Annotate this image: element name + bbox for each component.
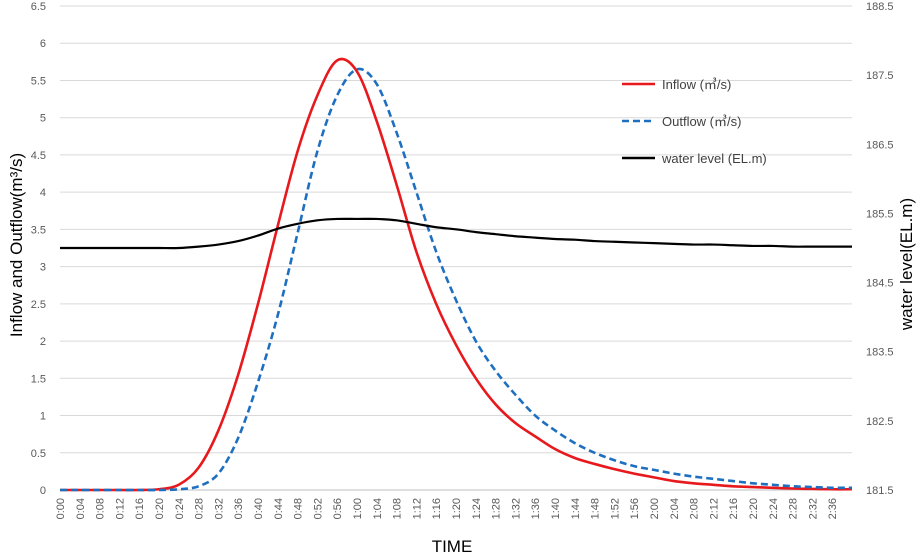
right-tick-label: 185.5 — [866, 208, 894, 220]
right-tick-label: 186.5 — [866, 139, 894, 151]
x-axis-tick-labels: 0:00 0:04 0:08 0:12 0:16 0:20 0:24 0:28 0:32 0:36… — [55, 498, 839, 519]
x-tick-label: 1:24 — [471, 498, 483, 519]
right-tick-label: 187.5 — [866, 70, 894, 82]
x-tick-label: 1:08 — [392, 498, 404, 519]
x-tick-label: 0:24 — [174, 498, 186, 519]
left-tick-label: 3.5 — [31, 224, 46, 236]
x-tick-label: 2:12 — [708, 498, 720, 519]
x-tick-label: 0:12 — [114, 498, 126, 519]
legend: Inflow (㎥/s) Outflow (㎥/s) water level (EL… — [622, 77, 767, 166]
x-tick-label: 0:44 — [273, 498, 285, 519]
left-axis-title: Inflow and Outflow(m³/s) — [7, 153, 26, 337]
x-tick-label: 2:04 — [669, 498, 681, 519]
gridlines — [60, 5, 852, 454]
x-tick-label: 1:56 — [629, 498, 641, 519]
x-tick-label: 1:16 — [431, 498, 443, 519]
x-tick-label: 2:20 — [748, 498, 760, 519]
x-tick-label: 2:32 — [807, 498, 819, 519]
x-tick-label: 1:28 — [491, 498, 503, 519]
left-tick-label: 0.5 — [31, 448, 46, 460]
x-tick-label: 0:00 — [55, 498, 67, 519]
x-tick-label: 1:32 — [510, 498, 522, 519]
left-tick-label: 6 — [40, 38, 46, 50]
series-lines — [60, 57, 853, 492]
x-tick-label: 0:36 — [233, 498, 245, 519]
x-tick-label: 1:40 — [550, 498, 562, 519]
legend-label: water level (EL.m) — [661, 151, 767, 166]
series-line — [60, 67, 853, 492]
left-tick-label: 3 — [40, 262, 46, 274]
left-tick-label: 4 — [40, 187, 46, 199]
x-tick-label: 1:00 — [352, 498, 364, 519]
x-tick-label: 0:08 — [95, 498, 107, 519]
series-line — [60, 57, 853, 492]
x-tick-label: 0:20 — [154, 498, 166, 519]
x-tick-label: 0:56 — [332, 498, 344, 519]
x-tick-label: 0:16 — [134, 498, 146, 519]
x-tick-label: 1:36 — [530, 498, 542, 519]
left-tick-label: 2.5 — [31, 299, 46, 311]
x-tick-label: 1:44 — [570, 498, 582, 519]
x-tick-label: 2:00 — [649, 498, 661, 519]
right-tick-label: 181.5 — [866, 485, 894, 497]
series-line — [60, 217, 852, 250]
x-tick-label: 0:04 — [75, 498, 87, 519]
x-tick-label: 2:08 — [689, 498, 701, 519]
left-tick-label: 2 — [40, 336, 46, 348]
x-tick-label: 0:40 — [253, 498, 265, 519]
x-tick-label: 1:20 — [451, 498, 463, 519]
legend-label: Outflow (㎥/s) — [662, 114, 741, 129]
x-tick-label: 1:52 — [609, 498, 621, 519]
left-tick-label: 1 — [40, 411, 46, 423]
x-tick-label: 2:24 — [768, 498, 780, 519]
right-tick-label: 182.5 — [866, 416, 894, 428]
x-tick-label: 1:12 — [411, 498, 423, 519]
left-tick-label: 5 — [40, 113, 46, 125]
x-tick-label: 2:28 — [788, 498, 800, 519]
x-axis-title: TIME — [432, 537, 473, 556]
right-axis-tick-labels: 181.5 182.5 183.5 184.5 185.5 186.5 187.5 188.5 — [866, 1, 894, 497]
x-tick-label: 1:48 — [590, 498, 602, 519]
right-tick-label: 184.5 — [866, 278, 894, 290]
x-tick-label: 0:48 — [293, 498, 305, 519]
left-tick-label: 5.5 — [31, 75, 46, 87]
left-tick-label: 4.5 — [31, 150, 46, 162]
x-tick-label: 0:28 — [194, 498, 206, 519]
right-tick-label: 183.5 — [866, 347, 894, 359]
x-tick-label: 0:52 — [312, 498, 324, 519]
left-axis-tick-labels: 0 0.5 1 1.5 2 2.5 3 3.5 4 4.5 5 5.5 6 6.5 — [31, 1, 46, 497]
x-tick-label: 0:32 — [213, 498, 225, 519]
right-tick-label: 188.5 — [866, 1, 894, 13]
left-tick-label: 1.5 — [31, 373, 46, 385]
left-tick-label: 6.5 — [31, 1, 46, 13]
legend-label: Inflow (㎥/s) — [662, 77, 731, 92]
right-axis-title: water level(EL.m) — [897, 198, 916, 331]
x-tick-label: 1:04 — [372, 498, 384, 519]
left-tick-label: 0 — [40, 485, 46, 497]
x-tick-label: 2:16 — [728, 498, 740, 519]
x-tick-label: 2:36 — [827, 498, 839, 519]
